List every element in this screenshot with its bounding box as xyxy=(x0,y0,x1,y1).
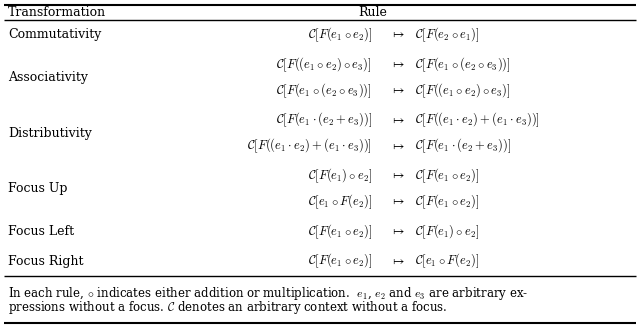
Text: $\mapsto$: $\mapsto$ xyxy=(390,84,404,97)
Text: Focus Up: Focus Up xyxy=(8,182,67,195)
Text: $\mathcal{C}[F((e_1 \circ e_2) \circ e_3)]$: $\mathcal{C}[F((e_1 \circ e_2) \circ e_3… xyxy=(276,55,372,74)
Text: $\mapsto$: $\mapsto$ xyxy=(390,58,404,71)
Text: $\mapsto$: $\mapsto$ xyxy=(390,139,404,153)
Text: $\mathcal{C}[F(e_1 \circ e_2)]$: $\mathcal{C}[F(e_1 \circ e_2)]$ xyxy=(308,222,372,241)
Text: Distributivity: Distributivity xyxy=(8,127,92,140)
Text: Focus Left: Focus Left xyxy=(8,225,74,238)
Text: $\mathcal{C}[F(e_1 \circ e_2)]$: $\mathcal{C}[F(e_1 \circ e_2)]$ xyxy=(415,167,479,185)
Text: In each rule, $\circ$ indicates either addition or multiplication.  $e_1$, $e_2$: In each rule, $\circ$ indicates either a… xyxy=(8,285,528,302)
Text: $\mathcal{C}[F(e_1 \circ e_2)]$: $\mathcal{C}[F(e_1 \circ e_2)]$ xyxy=(308,252,372,270)
Text: $\mapsto$: $\mapsto$ xyxy=(390,255,404,268)
Text: pressions without a focus. $\mathcal{C}$ denotes an arbitrary context without a : pressions without a focus. $\mathcal{C}$… xyxy=(8,299,447,316)
Text: $\mathcal{C}[F(e_1) \circ e_2]$: $\mathcal{C}[F(e_1) \circ e_2]$ xyxy=(415,222,479,241)
Text: $\mapsto$: $\mapsto$ xyxy=(390,114,404,127)
Text: $\mathcal{C}[e_1 \circ F(e_2)]$: $\mathcal{C}[e_1 \circ F(e_2)]$ xyxy=(308,192,372,211)
Text: $\mathcal{C}[F(e_1 \cdot (e_2 + e_3))]$: $\mathcal{C}[F(e_1 \cdot (e_2 + e_3))]$ xyxy=(415,137,511,155)
Text: $\mathcal{C}[F(e_1 \cdot (e_2 + e_3))]$: $\mathcal{C}[F(e_1 \cdot (e_2 + e_3))]$ xyxy=(276,111,372,130)
Text: Rule: Rule xyxy=(358,6,387,19)
Text: $\mathcal{C}[F((e_1 \cdot e_2) + (e_1 \cdot e_3))]$: $\mathcal{C}[F((e_1 \cdot e_2) + (e_1 \c… xyxy=(247,137,372,155)
Text: Transformation: Transformation xyxy=(8,6,106,19)
Text: Focus Right: Focus Right xyxy=(8,255,83,268)
Text: $\mathcal{C}[F((e_1 \cdot e_2) + (e_1 \cdot e_3))]$: $\mathcal{C}[F((e_1 \cdot e_2) + (e_1 \c… xyxy=(415,111,540,130)
Text: $\mapsto$: $\mapsto$ xyxy=(390,169,404,182)
Text: Commutativity: Commutativity xyxy=(8,29,101,41)
Text: $\mathcal{C}[F((e_1 \circ e_2) \circ e_3)]$: $\mathcal{C}[F((e_1 \circ e_2) \circ e_3… xyxy=(415,81,511,100)
Text: $\mathcal{C}[F(e_2 \circ e_1)]$: $\mathcal{C}[F(e_2 \circ e_1)]$ xyxy=(415,26,479,44)
Text: $\mapsto$: $\mapsto$ xyxy=(390,29,404,41)
Text: Associativity: Associativity xyxy=(8,71,88,84)
Text: $\mathcal{C}[F(e_1 \circ e_2)]$: $\mathcal{C}[F(e_1 \circ e_2)]$ xyxy=(308,26,372,44)
Text: $\mathcal{C}[F(e_1 \circ (e_2 \circ e_3))]$: $\mathcal{C}[F(e_1 \circ (e_2 \circ e_3)… xyxy=(415,55,511,74)
Text: $\mathcal{C}[e_1 \circ F(e_2)]$: $\mathcal{C}[e_1 \circ F(e_2)]$ xyxy=(415,252,479,270)
Text: $\mathcal{C}[F(e_1 \circ (e_2 \circ e_3))]$: $\mathcal{C}[F(e_1 \circ (e_2 \circ e_3)… xyxy=(276,81,372,100)
Text: $\mathcal{C}[F(e_1 \circ e_2)]$: $\mathcal{C}[F(e_1 \circ e_2)]$ xyxy=(415,192,479,211)
Text: $\mapsto$: $\mapsto$ xyxy=(390,195,404,208)
Text: $\mapsto$: $\mapsto$ xyxy=(390,225,404,238)
Text: $\mathcal{C}[F(e_1) \circ e_2]$: $\mathcal{C}[F(e_1) \circ e_2]$ xyxy=(308,167,372,185)
